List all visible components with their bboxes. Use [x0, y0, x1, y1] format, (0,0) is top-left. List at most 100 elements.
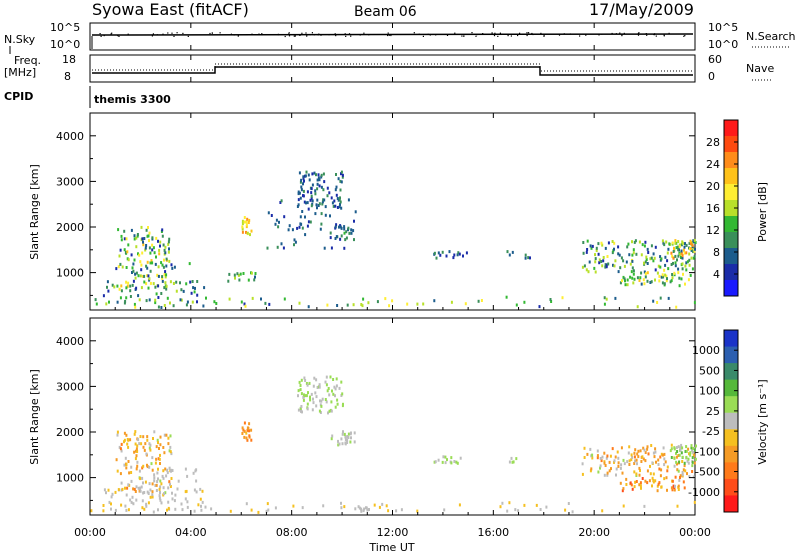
power-cell: [670, 279, 673, 283]
power-cell: [334, 188, 337, 192]
velocity-cell: [266, 502, 269, 506]
velocity-cell: [174, 507, 177, 511]
velocity-cell: [309, 398, 312, 402]
nsearch-point: [110, 33, 112, 35]
power-cell: [320, 185, 323, 189]
power-cell: [585, 250, 588, 254]
power-cell: [339, 202, 341, 206]
velocity-cell: [332, 378, 335, 381]
power-cell: [139, 274, 142, 278]
power-cell: [314, 189, 317, 193]
power-cell: [241, 227, 244, 231]
power-cell: [137, 294, 140, 298]
velocity-cell: [514, 508, 517, 512]
velocity-cell: [441, 460, 444, 464]
nsearch-point: [209, 32, 211, 35]
power-cell: [146, 260, 149, 264]
velocity-cell: [641, 477, 644, 480]
power-cell: [677, 267, 680, 271]
velocity-cell: [299, 388, 302, 392]
velocity-cell: [610, 467, 612, 471]
velocity-cell: [144, 480, 147, 484]
power-cell: [123, 248, 126, 252]
nsearch-point: [167, 32, 169, 34]
velocity-cell: [365, 506, 368, 510]
power-cell: [266, 246, 269, 250]
nsearch-point: [318, 33, 320, 35]
velocity-cell: [603, 461, 606, 465]
velocity-cell: [395, 509, 398, 513]
power-cell: [142, 240, 144, 244]
velocity-cell: [634, 448, 637, 452]
velocity-cell: [167, 500, 170, 504]
velocity-cell: [195, 468, 198, 472]
velocity-cell: [644, 451, 647, 454]
power-cell: [360, 303, 363, 306]
colorbar-tick-label: -25: [702, 425, 720, 438]
power-cell: [135, 286, 138, 290]
velocity-cell: [299, 384, 302, 387]
power-cell: [163, 258, 165, 262]
power-cell: [302, 175, 305, 179]
power-cell: [144, 248, 147, 252]
velocity-cell: [123, 431, 126, 435]
power-cell: [595, 249, 598, 252]
velocity-cell: [622, 487, 625, 491]
velocity-cell: [327, 387, 330, 390]
velocity-cell: [652, 451, 655, 455]
power-cell: [121, 265, 124, 269]
velocity-cell: [646, 447, 649, 451]
velocity-cell: [136, 464, 139, 468]
velocity-cell: [335, 384, 338, 388]
power-cell: [674, 261, 677, 265]
power-cell: [681, 240, 684, 244]
velocity-cell: [606, 473, 609, 477]
power-cell: [350, 228, 353, 232]
velocity-cell: [567, 502, 570, 505]
freq-tick-high: 18: [62, 53, 76, 66]
power-cell: [160, 230, 163, 233]
power-cell: [283, 297, 286, 301]
nsearch-point: [293, 35, 295, 37]
velocity-cell: [654, 450, 657, 454]
velocity-cell: [127, 460, 130, 463]
velocity-cell: [297, 408, 300, 412]
power-cell: [158, 248, 161, 252]
power-cell: [661, 239, 664, 243]
velocity-cell: [159, 485, 162, 489]
power-cell: [148, 239, 150, 243]
power-cell: [137, 252, 139, 256]
power-cell: [617, 252, 620, 256]
velocity-cell: [360, 509, 363, 513]
velocity-cell: [158, 487, 161, 491]
velocity-cell: [608, 460, 611, 464]
power-cell: [645, 258, 648, 261]
velocity-cell: [141, 499, 144, 503]
power-cell: [142, 243, 145, 247]
power-cell: [316, 178, 319, 182]
velocity-cell: [633, 455, 636, 459]
velocity-cell: [657, 463, 660, 466]
velocity-cell: [633, 470, 636, 474]
power-cell: [302, 176, 305, 180]
velocity-cell: [193, 488, 196, 492]
power-cell: [658, 274, 661, 278]
velocity-cell: [400, 508, 403, 512]
power-cell: [629, 262, 632, 266]
velocity-cell: [153, 430, 156, 434]
power-cell: [684, 282, 686, 286]
velocity-cell: [630, 453, 633, 457]
power-cell: [660, 275, 663, 279]
power-cell: [153, 251, 156, 255]
nsearch-point: [173, 35, 175, 37]
velocity-cell: [366, 508, 369, 512]
power-cell: [679, 253, 682, 256]
velocity-cell: [168, 480, 171, 484]
nsearch-point: [313, 34, 315, 36]
date-title: 17/May/2009: [589, 0, 694, 19]
velocity-cell: [599, 466, 601, 470]
nsearch-point: [334, 33, 336, 35]
power-cell: [340, 234, 343, 238]
velocity-cell: [659, 455, 662, 459]
freq-tick-low: 8: [64, 70, 71, 83]
